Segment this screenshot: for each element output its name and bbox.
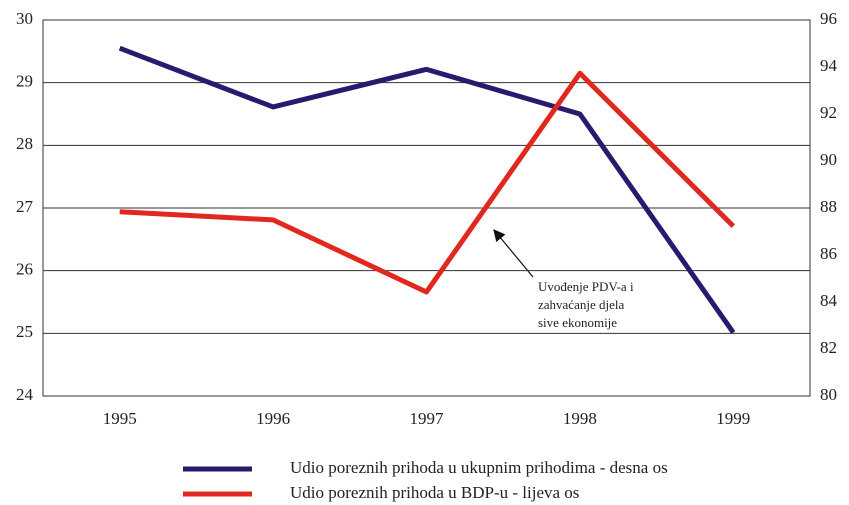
x-tick-label: 1996: [256, 409, 290, 428]
y-tick-label: 24: [16, 385, 34, 404]
y-tick-label: 30: [16, 9, 33, 28]
annotation: sive ekonomije: [538, 315, 617, 330]
x-tick-label: 1995: [103, 409, 137, 428]
y2-tick-label: 80: [820, 385, 837, 404]
y-tick-label: 25: [16, 322, 33, 341]
series-line: [119, 70, 736, 295]
y2-tick-label: 94: [820, 56, 838, 75]
x-tick-label: 1999: [716, 409, 750, 428]
x-tick-label: 1998: [563, 409, 597, 428]
y2-tick-label: 90: [820, 150, 837, 169]
y2-tick-label: 84: [820, 291, 838, 310]
y2-tick-label: 82: [820, 338, 837, 357]
y-tick-label: 26: [16, 260, 33, 279]
y2-tick-label: 96: [820, 9, 837, 28]
y-tick-label: 27: [16, 197, 34, 216]
annotation: zahvaćanje djela: [538, 297, 624, 312]
y-tick-label: 29: [16, 72, 33, 91]
y2-tick-label: 86: [820, 244, 837, 263]
legend-label: Udio poreznih prihoda u ukupnim prihodim…: [290, 458, 668, 477]
annotation-arrow: [493, 229, 534, 278]
annotation: Uvođenje PDV-a i: [538, 279, 634, 294]
x-tick-label: 1997: [410, 409, 445, 428]
legend-label: Udio poreznih prihoda u BDP-u - lijeva o…: [290, 483, 579, 502]
y-tick-label: 28: [16, 134, 33, 153]
y2-tick-label: 92: [820, 103, 837, 122]
plot-frame: [42, 19, 811, 397]
y2-tick-label: 88: [820, 197, 837, 216]
series-line: [118, 45, 736, 334]
